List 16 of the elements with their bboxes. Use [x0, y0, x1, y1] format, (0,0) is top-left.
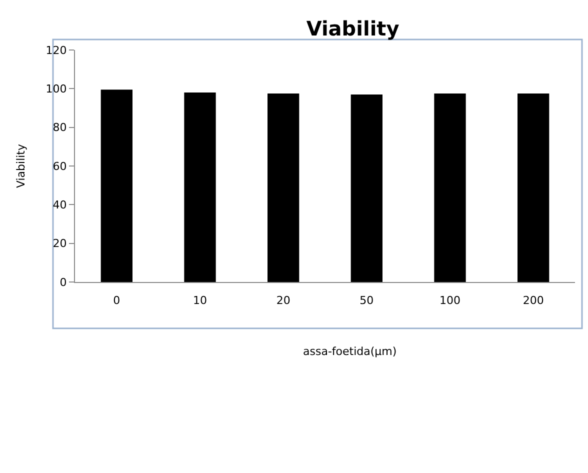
y-tick-label: 60 [52, 160, 67, 173]
x-tick-label: 20 [276, 294, 290, 308]
x-tick-label: 10 [193, 294, 207, 308]
y-tick-label: 20 [52, 237, 67, 250]
x-tick-label: 100 [440, 294, 460, 308]
x-tick-label: 200 [522, 294, 544, 308]
x-axis-title: assa-foetida(µm) [303, 345, 397, 358]
y-tick-label: 120 [46, 44, 67, 57]
y-tick-label: 80 [52, 121, 67, 134]
y-axis-title: Viability [14, 143, 28, 188]
y-tick-label: 0 [60, 276, 67, 289]
y-tick-label: 100 [46, 82, 67, 96]
chart-title: Viability [306, 16, 400, 40]
x-tick-label: 0 [113, 294, 120, 308]
x-tick-label: 50 [360, 294, 374, 308]
y-tick-label: 40 [52, 198, 67, 212]
